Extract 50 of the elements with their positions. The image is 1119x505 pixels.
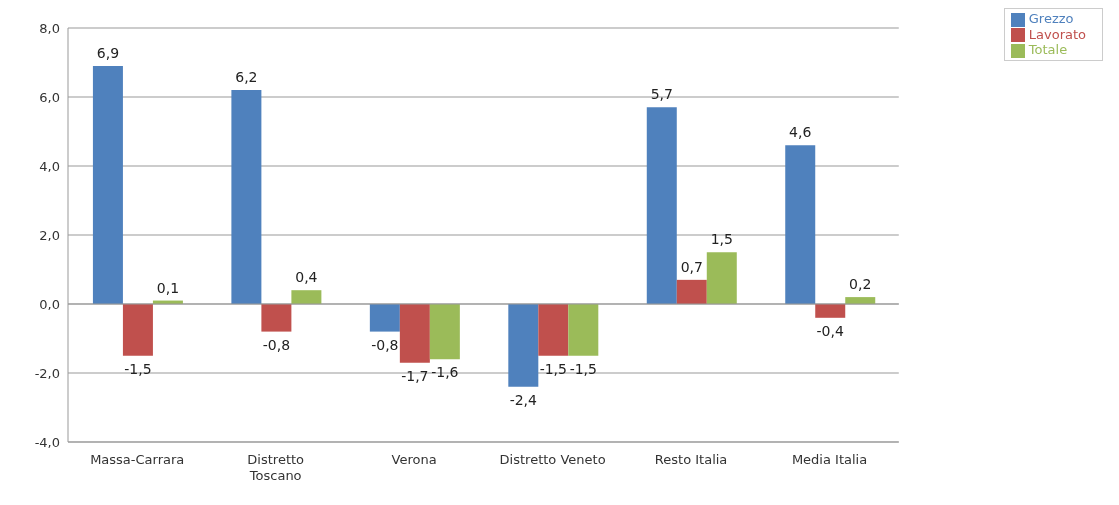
y-tick-label: 2,0	[39, 227, 60, 243]
legend-label: Lavorato	[1028, 26, 1086, 42]
bar	[291, 290, 322, 304]
bar	[676, 279, 707, 304]
y-tick-label: -2,0	[34, 365, 60, 381]
bar	[538, 304, 569, 356]
data-label: 0,1	[156, 279, 180, 296]
data-label: -0,8	[371, 336, 399, 353]
data-label: 4,6	[789, 124, 812, 141]
y-tick-label: 6,0	[39, 89, 60, 105]
data-label: -1,5	[539, 360, 567, 377]
bar	[508, 304, 539, 387]
bar	[646, 107, 677, 304]
y-tick-label: -4,0	[34, 434, 60, 450]
bar	[785, 145, 816, 304]
data-label: -0,8	[262, 336, 291, 353]
bar	[122, 304, 153, 356]
x-tick-label: Media Italia	[791, 452, 868, 467]
data-label: 0,7	[680, 258, 703, 275]
data-label: 5,7	[650, 86, 673, 103]
bar	[231, 90, 262, 304]
x-tick-label: Resto Italia	[654, 452, 728, 467]
y-tick-label: 8,0	[39, 20, 60, 36]
legend-label: Grezzo	[1028, 11, 1074, 26]
bar	[369, 304, 400, 332]
legend-label: Totale	[1028, 42, 1068, 57]
y-tick-label: 4,0	[39, 158, 60, 174]
bar	[261, 304, 292, 332]
x-tick-label: Distretto Veneto	[499, 452, 606, 467]
x-tick-label: Verona	[391, 452, 437, 467]
data-label: -0,4	[816, 322, 844, 339]
data-label: -1,5	[124, 360, 152, 377]
data-label: -1,6	[431, 364, 459, 381]
x-tick-label: Distretto Toscano	[247, 452, 305, 483]
data-label: -1,5	[569, 360, 597, 377]
bar	[92, 65, 123, 304]
data-label: 6,2	[235, 69, 258, 86]
data-label: -1,7	[401, 367, 429, 384]
data-label: 0,4	[295, 269, 318, 286]
bar	[815, 304, 846, 318]
data-label: 0,2	[849, 276, 872, 293]
bar	[706, 252, 737, 304]
x-tick-label: Massa-Carrara	[90, 452, 185, 467]
data-label: 1,5	[710, 231, 733, 248]
bar	[568, 304, 599, 356]
data-label: -2,4	[509, 391, 538, 408]
bar	[429, 304, 460, 360]
bar	[399, 304, 430, 363]
y-tick-label: 0,0	[39, 296, 60, 312]
data-label: 6,9	[96, 44, 120, 61]
